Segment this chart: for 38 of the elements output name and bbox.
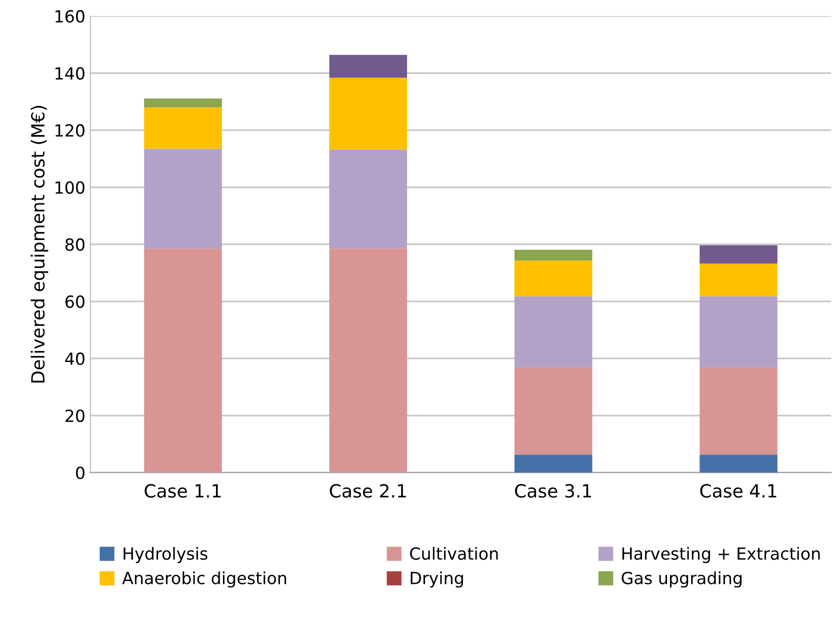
bar <box>700 368 778 455</box>
bar <box>329 149 408 248</box>
x-tick-label: Case 1.1 <box>144 484 221 498</box>
bar <box>700 245 778 264</box>
bar <box>514 368 592 455</box>
bar <box>514 296 592 368</box>
legend-label: Gas upgrading <box>622 571 742 588</box>
y-axis-title: Delivered equipment cost (M€) <box>30 106 48 383</box>
bar <box>144 148 222 248</box>
bar <box>514 454 592 473</box>
bar <box>700 454 778 473</box>
x-tick-label: Case 3.1 <box>515 484 592 498</box>
legend-label: Hydrolysis <box>124 546 208 564</box>
bar <box>700 263 778 296</box>
y-tick-label: 60 <box>65 295 84 308</box>
y-tick-label: 160 <box>56 10 84 23</box>
bar <box>700 296 778 368</box>
bar <box>329 248 408 473</box>
y-tick-label: 40 <box>65 352 84 366</box>
bar <box>144 98 222 108</box>
legend-label: Harvesting + Extraction <box>622 546 820 564</box>
y-tick-label: 80 <box>65 238 84 251</box>
bar <box>514 260 592 296</box>
legend-label: Cultivation <box>410 546 498 560</box>
x-tick-label: Case 2.1 <box>330 484 406 498</box>
y-tick-label: 120 <box>56 124 84 137</box>
bar <box>329 54 408 78</box>
bar <box>144 107 222 149</box>
bar <box>329 78 408 150</box>
legend-label: Drying <box>410 571 463 588</box>
bar <box>144 248 222 473</box>
y-tick-label: 140 <box>56 67 84 80</box>
legend-label: Anaerobic digestion <box>122 571 286 588</box>
x-tick-label: Case 4.1 <box>700 484 776 498</box>
y-tick-label: 0 <box>76 466 84 480</box>
y-tick-label: 100 <box>56 181 84 194</box>
y-tick-label: 20 <box>66 410 84 422</box>
bar <box>514 250 592 261</box>
